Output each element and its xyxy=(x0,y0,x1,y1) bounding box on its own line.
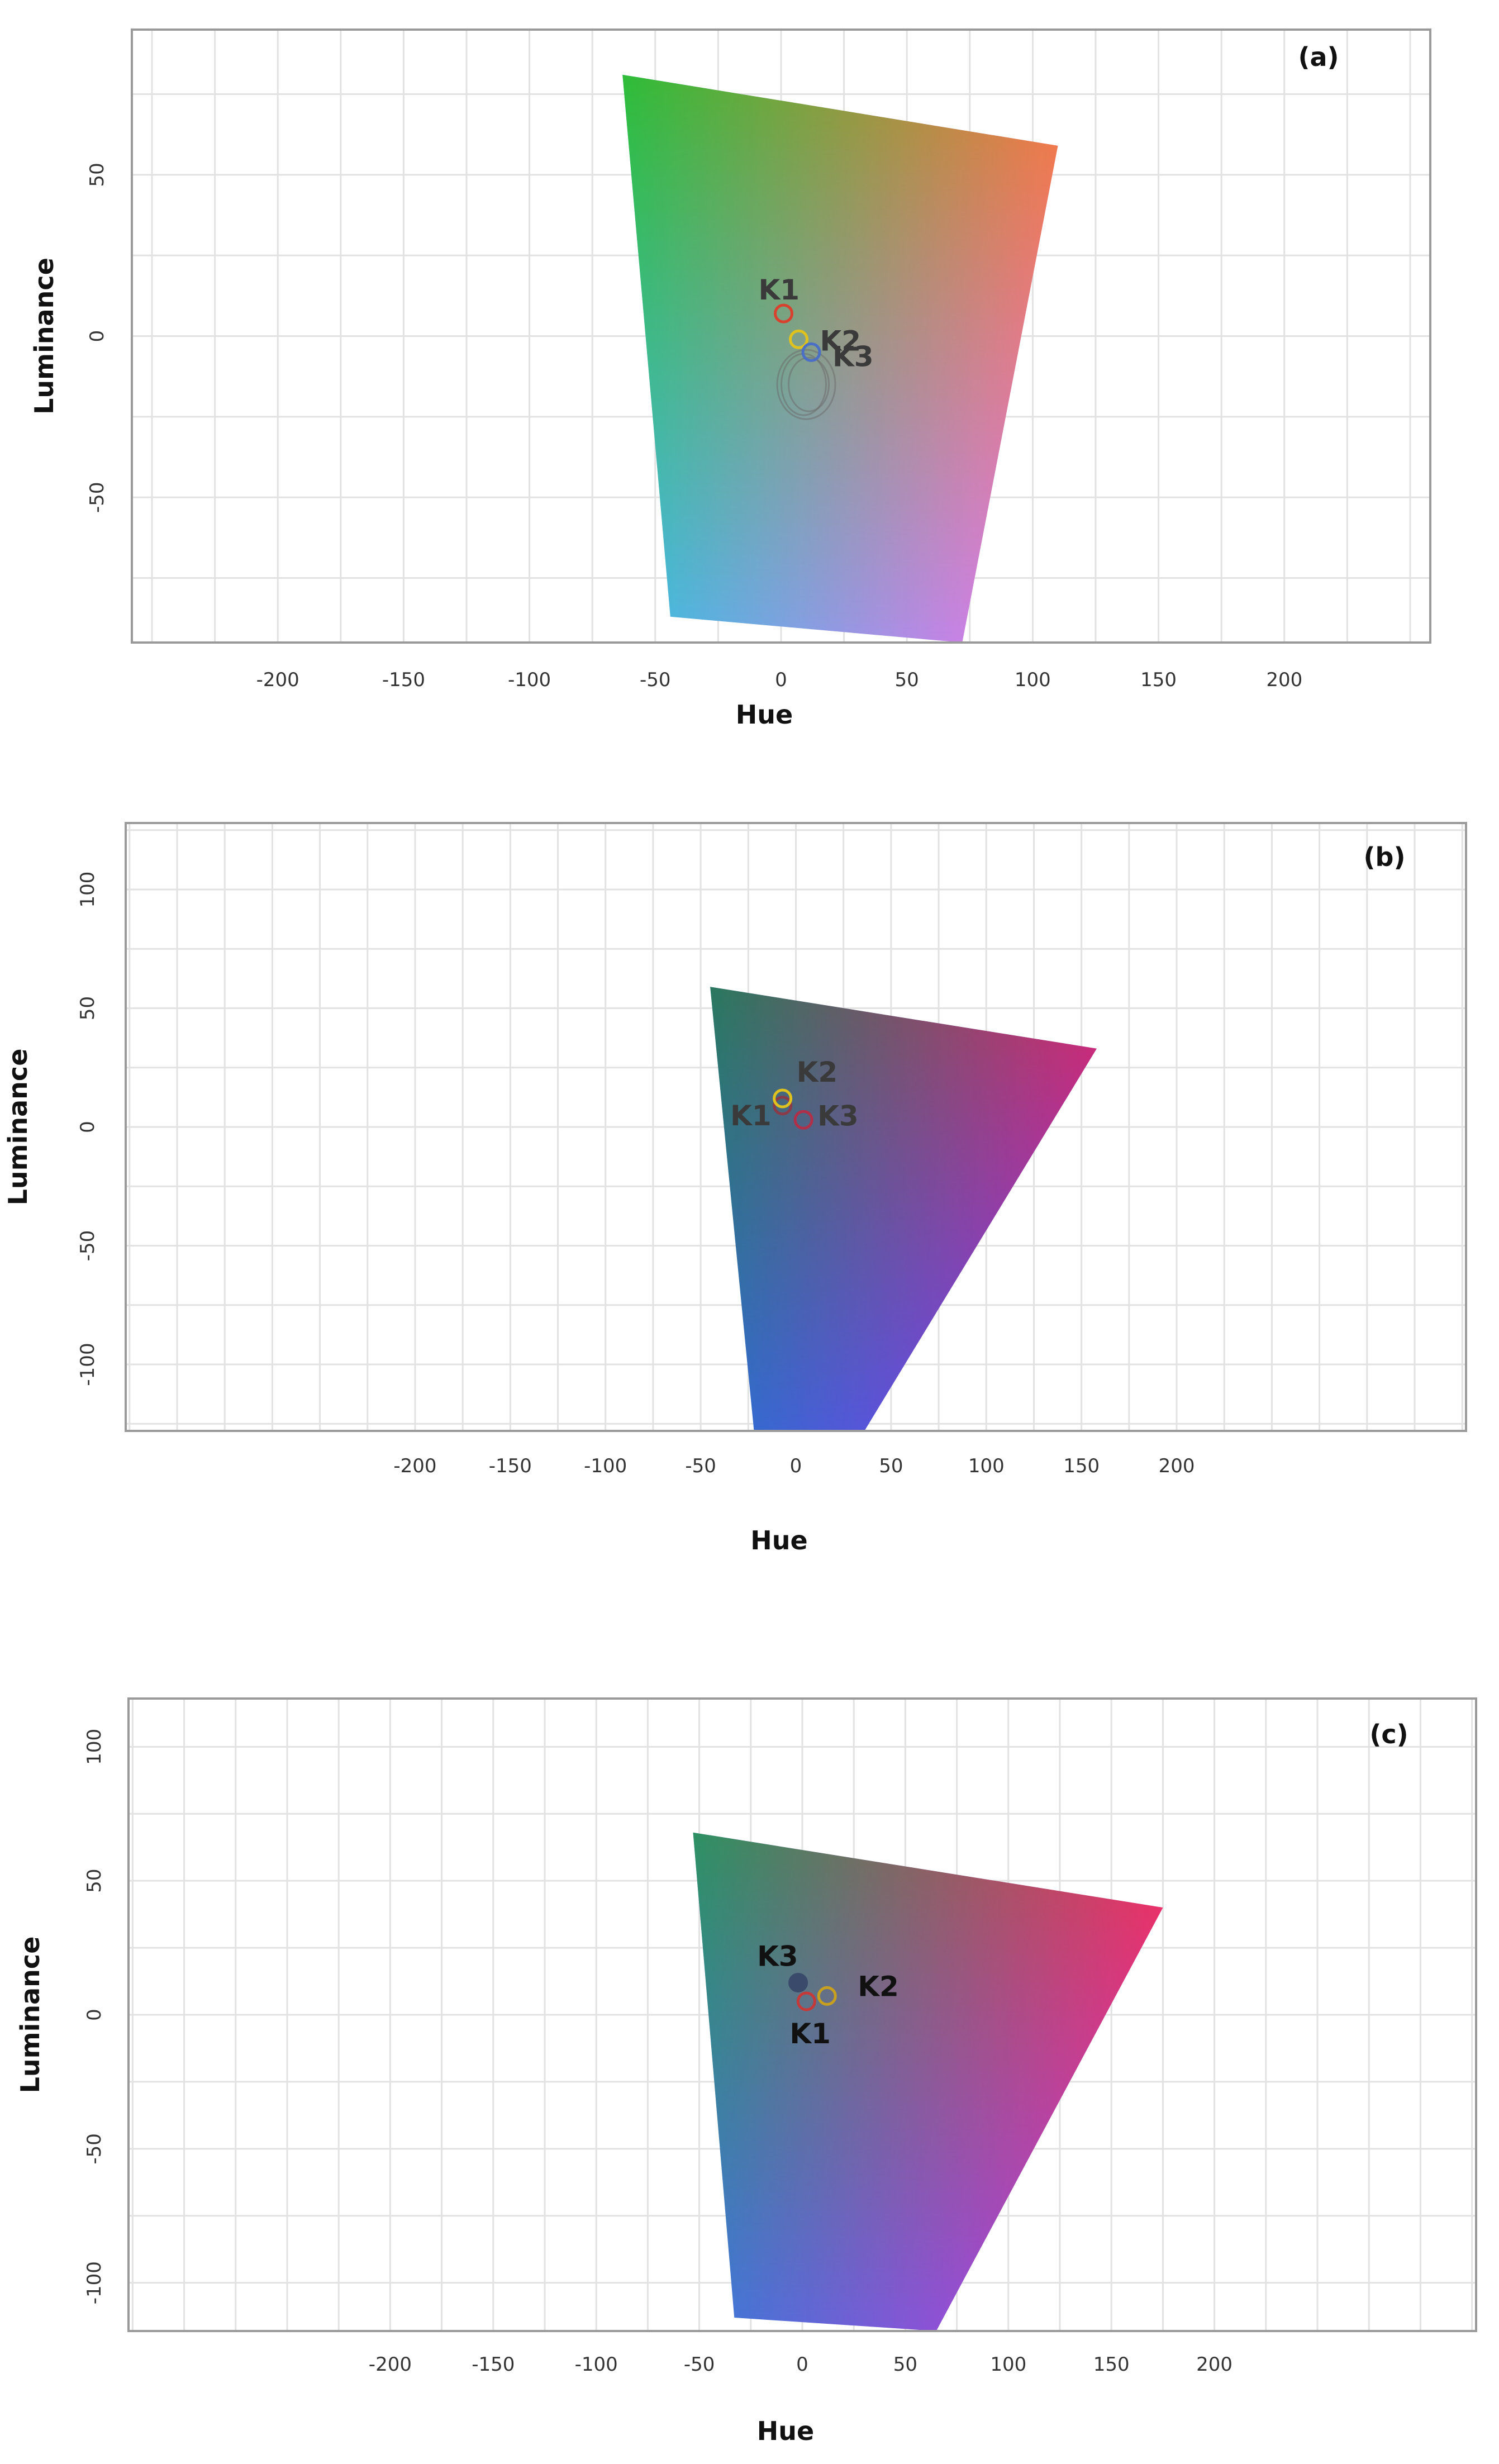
x-tick-label: 0 xyxy=(775,669,787,691)
cluster-label-k2: K2 xyxy=(820,325,862,357)
cluster-point-k3 xyxy=(788,1972,808,1992)
cluster-point-k1 xyxy=(773,1096,793,1116)
y-tick-label: -50 xyxy=(86,482,108,513)
panel-a: -200 -150 -100 -50 0 50 100 150 200 -50 0 50 Hue Lumi… xyxy=(29,28,1431,730)
cluster-label-k3: K3 xyxy=(817,1100,859,1132)
cluster-point-k3 xyxy=(801,342,821,362)
y-axis-label: Luminance xyxy=(3,1049,33,1206)
y-tick-label: -100 xyxy=(77,1343,99,1386)
cluster-spread-ellipse xyxy=(776,349,836,420)
cluster-label-k1: K1 xyxy=(730,1100,772,1132)
panel-label: (a) xyxy=(1298,42,1339,72)
color-gamut-shade xyxy=(622,74,1058,643)
x-tick-label: -50 xyxy=(640,669,671,691)
x-tick-label: -100 xyxy=(584,1455,627,1477)
y-tick-label: 50 xyxy=(77,996,99,1020)
x-tick-label: 150 xyxy=(1063,1455,1100,1477)
cluster-point-k1 xyxy=(796,1991,816,2011)
x-tick-label: -150 xyxy=(382,669,425,691)
x-tick-label: 100 xyxy=(990,2353,1026,2376)
cluster-point-k3 xyxy=(793,1110,813,1130)
cluster-point-k2 xyxy=(789,329,809,349)
color-gamut-overlay xyxy=(693,1832,1163,2331)
cluster-label-k3: K3 xyxy=(757,1940,798,1972)
x-tick-label: 0 xyxy=(796,2353,808,2376)
x-tick-label: 50 xyxy=(893,2353,917,2376)
cluster-label-k3: K3 xyxy=(832,340,874,373)
panel-b: -200 -150 -100 -50 0 50 100 150 200 -100 -50 0 50 100… xyxy=(3,822,1467,1556)
cluster-label-k2: K2 xyxy=(858,1970,899,2002)
x-tick-label: -200 xyxy=(393,1455,436,1477)
x-tick-label: 0 xyxy=(790,1455,802,1477)
x-tick-label: 150 xyxy=(1140,669,1177,691)
cluster-spread-ellipse xyxy=(788,356,830,412)
x-tick-label: -150 xyxy=(472,2353,515,2376)
x-tick-label: -100 xyxy=(508,669,551,691)
x-axis-label: Hue xyxy=(750,1525,807,1556)
x-tick-label: 100 xyxy=(1015,669,1051,691)
x-tick-label: 50 xyxy=(895,669,919,691)
y-tick-label: 100 xyxy=(83,1729,106,1765)
x-tick-label: -200 xyxy=(369,2353,412,2376)
x-tick-label: 200 xyxy=(1266,669,1302,691)
plot-frame xyxy=(131,28,1431,644)
cluster-point-k2 xyxy=(773,1088,793,1109)
y-tick-label: -50 xyxy=(83,2133,106,2165)
x-tick-label: -150 xyxy=(489,1455,532,1477)
y-axis-label: Luminance xyxy=(29,258,59,415)
x-tick-label: -50 xyxy=(685,1455,716,1477)
x-tick-label: 200 xyxy=(1196,2353,1232,2376)
cluster-label-k1: K1 xyxy=(759,274,800,306)
y-tick-label: -50 xyxy=(77,1230,99,1262)
color-gamut-shade xyxy=(693,1832,1163,2331)
panel-label: (b) xyxy=(1364,842,1406,872)
x-tick-label: 150 xyxy=(1093,2353,1130,2376)
x-tick-label: 200 xyxy=(1159,1455,1195,1477)
x-tick-label: -200 xyxy=(256,669,299,691)
x-axis-label: Hue xyxy=(736,700,793,730)
cluster-label-k2: K2 xyxy=(797,1056,838,1088)
cluster-label-k1: K1 xyxy=(789,2018,831,2050)
x-tick-label: -100 xyxy=(575,2353,618,2376)
y-tick-label: 100 xyxy=(77,872,99,908)
y-tick-label: 50 xyxy=(83,1869,106,1893)
plot-frame xyxy=(127,1697,1477,2332)
y-tick-label: 0 xyxy=(86,330,108,343)
color-gamut-overlay xyxy=(622,74,1058,643)
color-gamut-shade xyxy=(710,987,1097,1431)
x-tick-label: 100 xyxy=(968,1455,1005,1477)
y-tick-label: -100 xyxy=(83,2261,106,2304)
y-tick-label: 50 xyxy=(86,163,108,187)
panel-label: (c) xyxy=(1369,1719,1408,1749)
x-tick-label: 50 xyxy=(879,1455,903,1477)
y-tick-label: 0 xyxy=(83,2009,106,2021)
x-axis-label: Hue xyxy=(757,2416,814,2446)
y-axis-label: Luminance xyxy=(15,1937,45,2094)
color-gamut-overlay xyxy=(710,987,1097,1431)
cluster-point-k1 xyxy=(774,303,794,324)
x-tick-label: -50 xyxy=(684,2353,715,2376)
panel-c: -200 -150 -100 -50 0 50 100 150 200 -100 -50 0 50 100… xyxy=(15,1697,1477,2446)
cluster-point-k2 xyxy=(817,1986,837,2006)
plot-frame xyxy=(125,822,1467,1432)
y-tick-label: 0 xyxy=(77,1121,99,1133)
